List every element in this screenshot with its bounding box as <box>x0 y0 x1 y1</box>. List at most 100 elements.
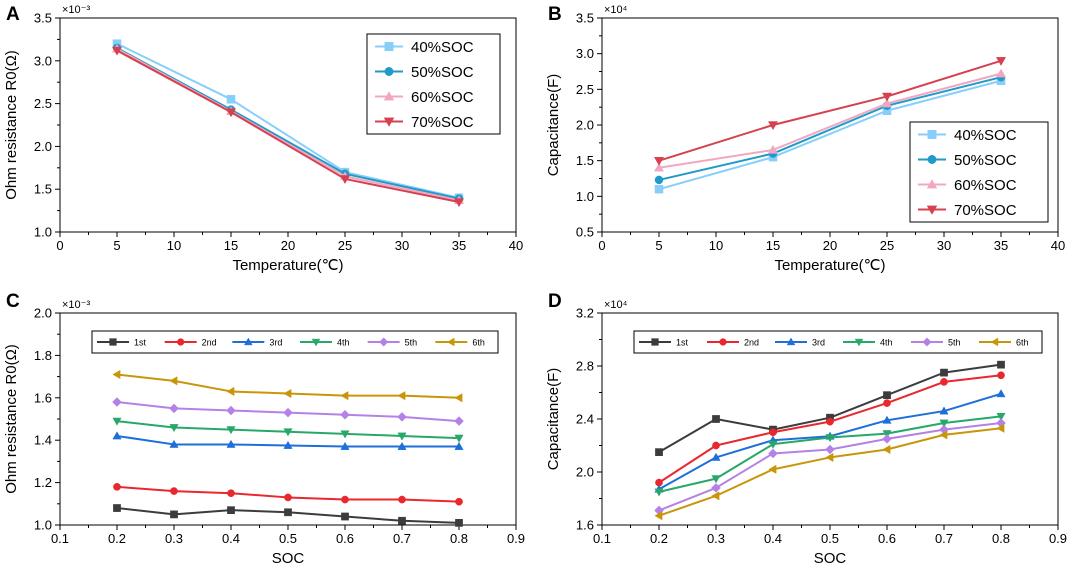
series-60-soc <box>653 68 1007 172</box>
series-line <box>116 42 460 199</box>
legend-marker <box>922 337 932 347</box>
legend-item: 3rd <box>232 338 282 348</box>
legend-marker <box>990 337 999 347</box>
data-point <box>397 412 407 422</box>
legend: 40%SOC 50%SOC 60%SOC 70%SOC <box>909 121 1049 223</box>
series-70-soc <box>653 57 1007 166</box>
legend-marker <box>926 205 938 215</box>
x-tick-label: 0.1 <box>593 531 611 546</box>
y-axis-label: Ohm resistance R0(Ω) <box>3 50 20 200</box>
data-point <box>711 491 720 501</box>
x-tick-label: 35 <box>994 238 1008 253</box>
series-line <box>658 79 1002 191</box>
legend-marker <box>384 67 394 76</box>
y-tick-label: 1.8 <box>34 348 52 363</box>
legend-label: 5th <box>405 338 418 348</box>
data-point <box>940 368 948 377</box>
x-tick-label: 30 <box>395 238 409 253</box>
x-tick-label: 35 <box>452 238 466 253</box>
legend-label: 70%SOC <box>411 114 474 131</box>
legend-marker <box>786 337 796 346</box>
legend-marker <box>243 337 253 346</box>
y-multiplier: ×10⁴ <box>604 299 628 311</box>
data-point <box>939 430 948 440</box>
panel-label: C <box>6 291 20 312</box>
y-tick-label: 1.6 <box>34 390 52 405</box>
data-point <box>655 448 663 456</box>
x-tick-label: 15 <box>224 238 238 253</box>
y-tick-label: 1.4 <box>34 433 52 448</box>
y-tick-label: 2.0 <box>576 465 594 480</box>
data-point <box>226 386 235 397</box>
legend-item: 4th <box>843 338 893 348</box>
y-tick-label: 2.5 <box>34 96 52 111</box>
data-point <box>283 407 293 418</box>
legend-label: 3rd <box>812 338 825 348</box>
y-tick-label: 3.5 <box>576 11 594 26</box>
series-2nd <box>655 371 1005 487</box>
data-point <box>284 508 292 517</box>
data-point <box>882 434 892 444</box>
data-point <box>883 391 891 399</box>
y-tick-label: 1.5 <box>576 153 594 168</box>
x-tick-label: 0.9 <box>1049 531 1067 546</box>
legend-marker <box>311 338 321 347</box>
legend-marker <box>927 130 937 139</box>
y-tick-label: 1.0 <box>34 518 52 533</box>
data-point <box>712 415 720 423</box>
legend-item: 50%SOC <box>918 152 1017 169</box>
legend-box <box>91 330 499 354</box>
data-point <box>398 516 406 525</box>
data-point <box>654 511 663 521</box>
y-tick-label: 2.0 <box>576 118 594 133</box>
x-tick-label: 0 <box>598 238 605 253</box>
x-tick-label: 0.2 <box>108 531 126 546</box>
data-point <box>340 391 349 401</box>
legend-item: 60%SOC <box>375 89 474 106</box>
y-tick-label: 1.0 <box>34 225 52 240</box>
x-tick-label: 0.8 <box>450 531 468 546</box>
series-2nd <box>113 482 463 506</box>
x-tick-label: 0.6 <box>878 531 896 546</box>
x-axis-label: SOC <box>814 550 847 567</box>
legend-item: 70%SOC <box>375 114 474 131</box>
panel-d: D 0.1 0.2 0.3 0.4 0.5 0.6 0.7 0.8 0.9 1.6 2.0 2.4 2.8… <box>545 291 1067 567</box>
data-point <box>711 483 721 493</box>
y-tick-label: 2.0 <box>34 139 52 154</box>
y-multiplier: ×10⁻³ <box>62 299 90 311</box>
series-line <box>658 72 1002 169</box>
x-tick-label: 0.8 <box>992 531 1010 546</box>
legend-label: 2nd <box>744 338 759 348</box>
y-tick-label: 0.5 <box>576 225 594 240</box>
data-point <box>170 487 178 495</box>
data-point <box>825 444 835 455</box>
x-tick-label: 0.9 <box>507 531 525 546</box>
data-point <box>768 448 778 459</box>
data-point <box>767 144 779 154</box>
x-tick-label: 0 <box>56 238 63 253</box>
series-70-soc <box>111 46 465 208</box>
data-point <box>398 495 406 504</box>
data-point <box>455 519 463 527</box>
legend-item: 6th <box>979 338 1029 348</box>
data-point <box>453 198 465 208</box>
legend-marker <box>719 338 727 346</box>
x-tick-label: 20 <box>281 238 295 253</box>
data-point <box>995 68 1007 78</box>
data-point <box>226 95 236 104</box>
data-point <box>711 475 721 484</box>
data-point <box>341 512 349 521</box>
x-tick-label: 0.7 <box>393 531 411 546</box>
series-3rd <box>112 431 464 450</box>
data-point <box>341 495 349 504</box>
x-tick-label: 0.3 <box>165 531 183 546</box>
x-tick-label: 5 <box>655 238 662 253</box>
data-point <box>455 497 463 506</box>
legend-item: 40%SOC <box>375 39 474 56</box>
data-point <box>712 441 720 450</box>
legend-item: 40%SOC <box>918 127 1017 144</box>
legend-label: 6th <box>1016 338 1029 348</box>
y-tick-label: 2.8 <box>576 359 594 374</box>
legend-box <box>633 330 1043 354</box>
series-6th <box>112 369 463 403</box>
